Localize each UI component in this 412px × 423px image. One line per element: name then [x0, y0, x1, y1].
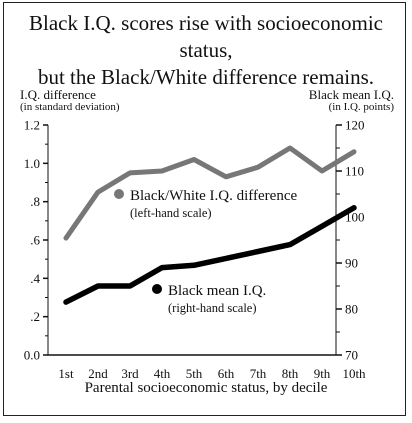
left-axis-tick-label: 1.0: [24, 156, 40, 171]
x-axis-tick-label: 2nd: [88, 366, 108, 381]
left-axis-tick-label: .8: [30, 194, 40, 209]
x-axis-tick-label: 4th: [154, 366, 171, 381]
x-axis-tick-label: 3rd: [121, 366, 139, 381]
left-axis-tick-label: 0.0: [24, 348, 40, 363]
right-axis-tick-label: 80: [345, 302, 358, 317]
left-axis-tick-label: .6: [30, 233, 40, 248]
left-axis-subtitle: (in standard deviation): [20, 101, 120, 113]
chart-title: Black I.Q. scores rise with socioeconomi…: [0, 10, 412, 91]
chart-frame: [3, 2, 406, 416]
title-line-2: but the Black/White difference remains.: [37, 65, 375, 89]
difference-series-note: (left-hand scale): [130, 206, 212, 220]
mean-series-label: Black mean I.Q.: [168, 283, 266, 299]
right-axis-tick-label: 110: [345, 164, 364, 179]
difference-series-line: [63, 145, 357, 241]
x-axis-tick-label: 7th: [250, 366, 267, 381]
right-axis-subtitle: (in I.Q. points): [328, 101, 394, 113]
x-axis-label: Parental socioeconomic status, by decile: [84, 380, 328, 396]
left-axis-tick-label: 1.2: [24, 118, 40, 133]
x-axis-tick-label: 6th: [218, 366, 235, 381]
left-axis-title: I.Q. difference: [20, 87, 96, 102]
x-axis-tick-label: 8th: [282, 366, 299, 381]
mean-series-marker: [152, 284, 162, 294]
difference-series-marker: [114, 189, 124, 199]
x-axis-tick-label: 5th: [186, 366, 203, 381]
x-axis-tick-label: 10th: [342, 366, 366, 381]
mean-series-line: [63, 205, 357, 305]
left-axis-tick-label: .2: [30, 309, 40, 324]
right-axis-title: Black mean I.Q.: [308, 87, 394, 102]
x-axis-tick-label: 1st: [58, 366, 74, 381]
mean-series-note: (right-hand scale): [168, 301, 257, 315]
x-axis-tick-label: 9th: [314, 366, 331, 381]
right-axis-tick-label: 70: [345, 348, 358, 363]
left-axis-tick-label: .4: [30, 271, 40, 286]
title-line-1: Black I.Q. scores rise with socioeconomi…: [29, 11, 383, 62]
right-axis-tick-label: 120: [345, 118, 365, 133]
right-axis-tick-label: 90: [345, 256, 358, 271]
difference-series-label: Black/White I.Q. difference: [130, 188, 297, 204]
